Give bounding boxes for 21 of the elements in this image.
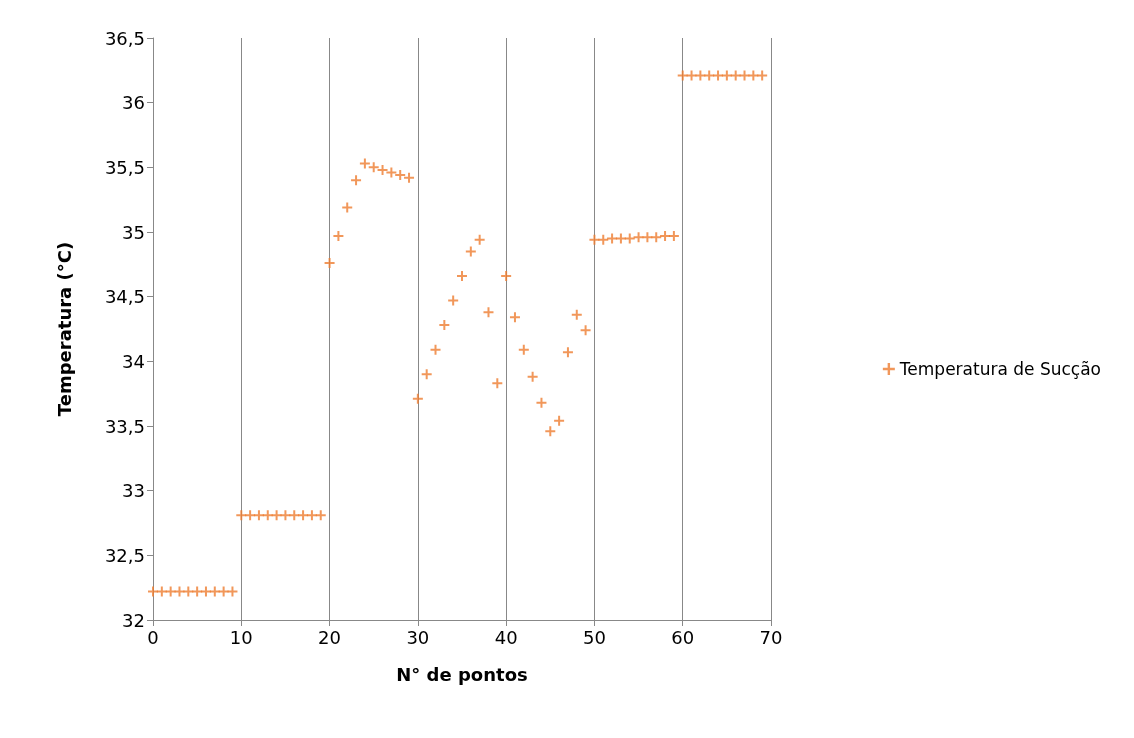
x-tick-label: 0 xyxy=(147,626,159,648)
x-tick-label: 70 xyxy=(759,626,783,648)
y-tick-label: 35 xyxy=(122,221,145,243)
x-tick-label: 30 xyxy=(406,626,430,648)
y-tick-label: 35,5 xyxy=(104,156,145,178)
y-tick-label: 36 xyxy=(122,92,145,114)
x-tick-label: 50 xyxy=(582,626,606,648)
x-tick-label: 20 xyxy=(318,626,342,648)
x-tick-label: 60 xyxy=(671,626,695,648)
y-tick-label: 36,5 xyxy=(104,27,145,49)
y-tick-label: 32,5 xyxy=(104,544,145,566)
legend-label: Temperatura de Sucção xyxy=(898,359,1101,379)
y-tick-label: 34 xyxy=(122,350,145,372)
x-axis-title: N° de pontos xyxy=(396,663,528,685)
x-tick-label: 10 xyxy=(229,626,253,648)
y-tick-label: 33 xyxy=(122,480,145,502)
y-tick-label: 34,5 xyxy=(104,286,145,308)
x-tick-label: 40 xyxy=(494,626,518,648)
y-tick-label: 33,5 xyxy=(104,415,145,437)
y-axis-title: Temperatura (°C) xyxy=(53,241,75,417)
y-tick-label: 32 xyxy=(122,609,145,631)
